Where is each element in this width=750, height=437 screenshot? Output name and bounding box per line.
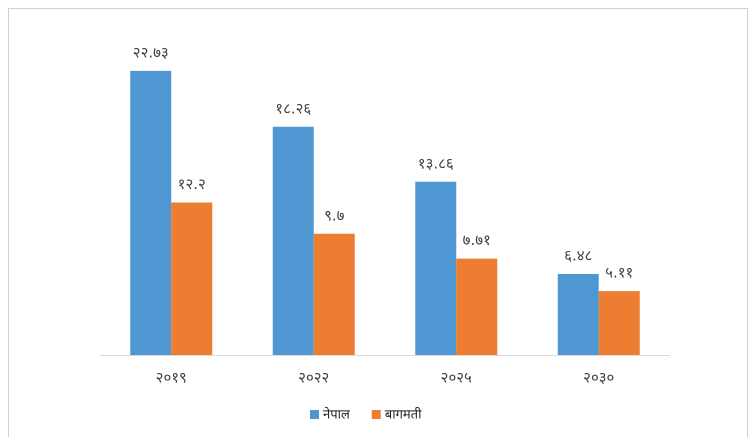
bar (130, 70, 172, 355)
bar (171, 202, 213, 355)
x-tick-label: २०२५ (441, 369, 472, 387)
bar (557, 274, 599, 355)
legend-swatch (371, 410, 381, 419)
data-label: ६.४८ (564, 247, 592, 265)
bar (456, 258, 498, 355)
data-label: १८.२६ (275, 99, 311, 117)
data-label: ५.११ (605, 264, 633, 282)
data-label: १२.२ (178, 175, 206, 193)
data-label: ९.७ (324, 206, 345, 224)
legend-swatch (310, 410, 319, 419)
bar (415, 181, 457, 355)
bar (272, 126, 314, 355)
data-label: २२.७३ (133, 43, 169, 61)
x-tick-label: २०३० (583, 369, 614, 387)
chart-frame (8, 8, 748, 437)
bar (598, 291, 640, 355)
x-tick-label: २०१९ (156, 369, 187, 387)
legend-label: नेपाल (323, 407, 350, 423)
data-label: १३.८६ (418, 154, 454, 172)
data-label: ७.७१ (463, 231, 491, 249)
x-tick-label: २०२२ (298, 369, 329, 387)
bar (313, 233, 355, 355)
legend-label: बागमती (385, 407, 422, 423)
